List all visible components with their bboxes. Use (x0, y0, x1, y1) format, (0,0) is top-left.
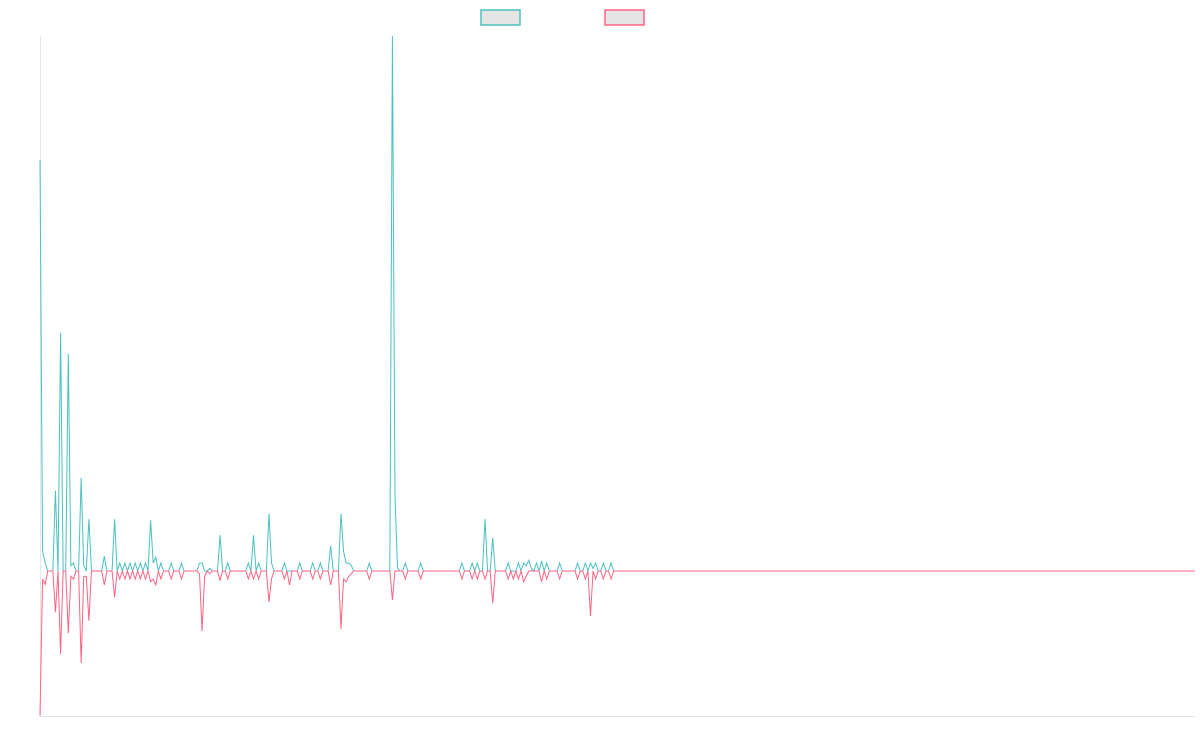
series-2-line (39, 569, 1195, 716)
legend-swatch-series-2[interactable] (604, 9, 645, 26)
legend (480, 9, 645, 26)
legend-swatch-series-1[interactable] (480, 9, 521, 26)
series-1-line (39, 35, 1195, 573)
series-layer (39, 35, 1195, 716)
